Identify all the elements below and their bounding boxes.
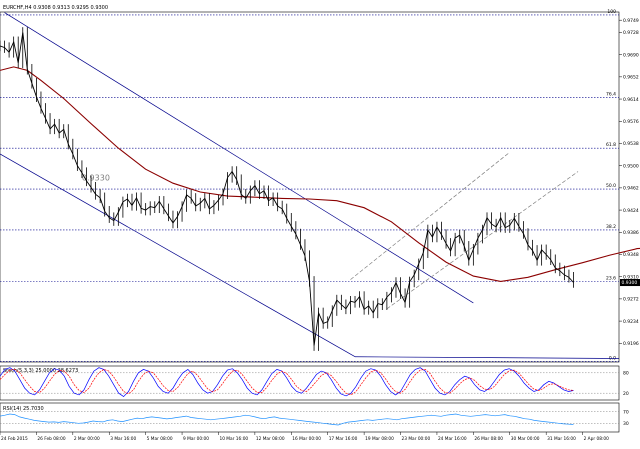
rsi-line — [0, 413, 574, 426]
price-tick-label: 0.9272 — [623, 297, 639, 303]
price-tick-label: 0.9728 — [623, 30, 639, 36]
time-axis: 24 Feb 2015 26 Feb 08:00 2 Mar 00:00 3 Mar … — [0, 432, 609, 442]
price-tick-label: 0.9652 — [623, 75, 639, 81]
stochastic-label: Stoch(5,3,3) 25.0000 28.6273 — [3, 368, 78, 374]
time-tick-label: 24 Mar 16:00 — [438, 436, 467, 442]
descending-channel-lower-ext — [355, 356, 620, 359]
rsi-label: RSI(14) 25.7030 — [3, 406, 44, 412]
time-tick-label: 23 Mar 00:00 — [402, 436, 431, 442]
price-tick-label: 0.9310 — [623, 274, 639, 280]
price-tick-label: 0.9196 — [623, 341, 639, 347]
price-line — [0, 32, 574, 346]
time-tick-label: 26 Feb 08:00 — [37, 436, 65, 442]
price-tick-label: 0.9424 — [623, 208, 639, 214]
time-tick-label: 24 Feb 2015 — [1, 436, 28, 442]
moving-average-line — [0, 66, 640, 282]
time-tick-label: 12 Mar 08:00 — [256, 436, 285, 442]
fib-level-label: 38.2 — [606, 224, 616, 230]
fib-level-label: 61.8 — [606, 142, 616, 148]
moving-average-layer — [0, 66, 640, 282]
fib-level-label: 76.4 — [606, 91, 616, 97]
rsi-level-label: 30 — [623, 421, 629, 427]
time-tick-label: 26 Mar 08:00 — [474, 436, 503, 442]
main-panel-frame — [0, 11, 620, 363]
price-tick-label: 0.9234 — [623, 319, 639, 325]
fib-level-label: 100 — [607, 9, 616, 15]
price-tick-label: 0.9576 — [623, 119, 639, 125]
stochastic-panel: 80 20 — [0, 365, 629, 401]
time-tick-label: 2 Mar 00:00 — [74, 436, 100, 442]
price-annotation: 0.9330 — [82, 173, 110, 182]
chart-title: EURCHF,H4 0.9308 0.9313 0.9295 0.9300 — [3, 5, 108, 11]
current-price-marker — [620, 279, 640, 287]
time-tick-label: 9 Mar 00:00 — [183, 436, 209, 442]
descending-channel-upper — [4, 12, 474, 304]
rsi-frame — [0, 402, 620, 433]
price-axis: 0.9749 0.9728 0.9690 0.9652 0.9614 0.9576 0.95… — [619, 18, 640, 347]
time-tick-label: 3 Mar 16:00 — [110, 436, 136, 442]
time-tick-label: 5 Mar 08:00 — [147, 436, 173, 442]
descending-channel-lower — [0, 153, 356, 358]
price-series-layer — [0, 27, 574, 351]
time-tick-label: 16 Mar 00:00 — [292, 436, 321, 442]
price-tick-label: 0.9538 — [623, 141, 639, 147]
price-tick-label: 0.9462 — [623, 186, 639, 192]
price-tick-label: 0.9690 — [623, 52, 639, 58]
time-tick-label: 19 Mar 08:00 — [365, 436, 394, 442]
price-tick-label: 0.9348 — [623, 252, 639, 258]
ascending-channel-upper — [350, 151, 510, 280]
rsi-level-label: 70 — [623, 409, 629, 415]
time-tick-label: 10 Mar 16:00 — [219, 436, 248, 442]
current-price-label: 0.9300 — [622, 280, 638, 286]
time-tick-label: 31 Mar 16:00 — [547, 436, 576, 442]
price-tick-label: 0.9386 — [623, 230, 639, 236]
time-tick-label: 30 Mar 00:00 — [511, 436, 540, 442]
stochastic-d-line — [0, 369, 574, 396]
price-tick-label: 0.9500 — [623, 163, 639, 169]
fib-level-label: 50.0 — [606, 183, 616, 189]
stochastic-level-label: 80 — [623, 371, 629, 377]
stochastic-k-line — [0, 367, 574, 398]
price-tick-label: 0.9614 — [623, 97, 639, 103]
rsi-panel: 70 30 — [0, 402, 629, 433]
time-tick-label: 17 Mar 16:00 — [329, 436, 358, 442]
fib-level-label: 23.6 — [606, 275, 616, 281]
stochastic-frame — [0, 365, 620, 401]
price-tick-label: 0.9749 — [623, 18, 639, 24]
time-tick-label: 2 Apr 08:00 — [584, 436, 610, 442]
stochastic-level-label: 20 — [623, 391, 629, 397]
